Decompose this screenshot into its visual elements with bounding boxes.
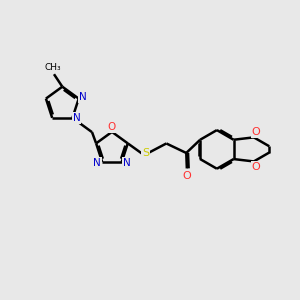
Text: O: O bbox=[108, 122, 116, 132]
Text: N: N bbox=[79, 92, 87, 102]
Text: N: N bbox=[93, 158, 101, 168]
Text: N: N bbox=[73, 113, 80, 123]
Text: CH₃: CH₃ bbox=[44, 63, 61, 72]
Text: N: N bbox=[123, 158, 131, 168]
Text: S: S bbox=[142, 148, 149, 158]
Text: O: O bbox=[252, 162, 261, 172]
Text: O: O bbox=[252, 127, 261, 137]
Text: O: O bbox=[182, 171, 191, 181]
